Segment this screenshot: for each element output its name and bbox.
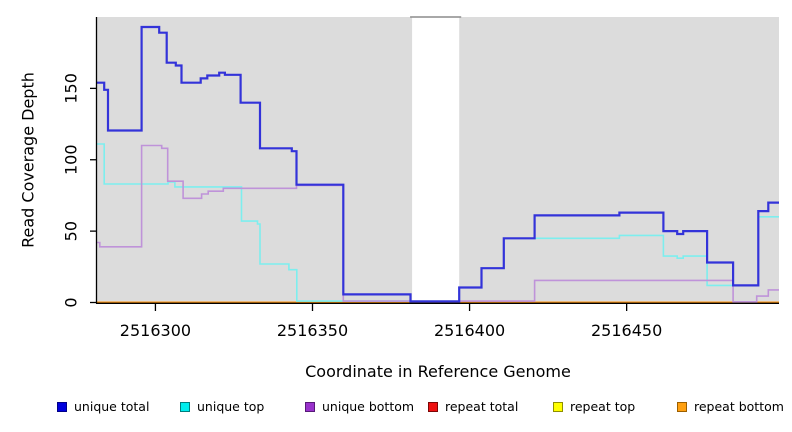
legend-item-unique-bottom: unique bottom [305, 399, 414, 414]
legend-item-repeat-bottom: repeat bottom [677, 399, 784, 414]
legend-swatch-repeat-top [553, 401, 563, 412]
y-axis-title: Read Coverage Depth [18, 72, 38, 248]
legend-swatch-unique-total [57, 401, 67, 412]
series-unique-total [97, 25, 779, 303]
legend-item-repeat-total: repeat total [428, 399, 518, 414]
legend-swatch-repeat-total [428, 401, 438, 412]
x-tick-label: 2516300 [120, 321, 191, 340]
series-unique-bottom [97, 144, 779, 303]
y-tick-label: 0 [62, 297, 81, 307]
legend-label: unique bottom [322, 399, 415, 414]
x-tick-label: 2516450 [591, 321, 662, 340]
legend-swatch-unique-bottom [305, 401, 315, 412]
y-tick-label: 50 [62, 221, 81, 241]
legend-label: unique total [74, 399, 150, 414]
legend-swatch-repeat-bottom [677, 401, 687, 412]
legend-label: repeat bottom [694, 399, 784, 414]
legend-item-unique-total: unique total [57, 399, 149, 414]
y-tick-label: 150 [62, 73, 81, 104]
y-tick-label: 100 [62, 144, 81, 175]
uncovered-region [412, 17, 460, 303]
x-tick-label: 2516350 [277, 321, 348, 340]
legend-label: unique top [197, 399, 265, 414]
x-tick-label: 2516400 [434, 321, 505, 340]
x-axis-title: Coordinate in Reference Genome [305, 362, 571, 381]
legend-swatch-unique-top [180, 401, 190, 412]
legend-item-repeat-top: repeat top [553, 399, 635, 414]
legend-item-unique-top: unique top [180, 399, 264, 414]
legend-label: repeat top [570, 399, 636, 414]
legend-label: repeat total [445, 399, 519, 414]
